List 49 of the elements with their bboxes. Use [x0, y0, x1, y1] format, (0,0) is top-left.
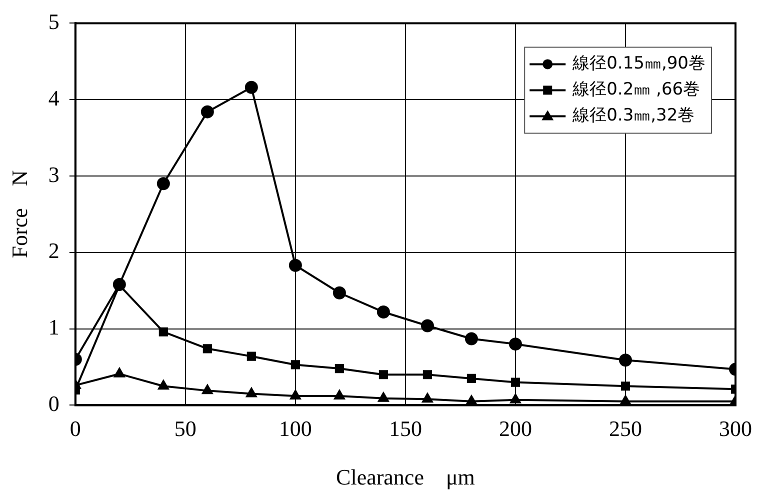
point [158, 380, 169, 390]
point [200, 105, 214, 118]
y-tick-label: 5 [48, 8, 60, 34]
legend-label: 線径0.15㎜,90巻 [572, 54, 706, 74]
point [510, 378, 520, 387]
point [466, 395, 477, 405]
point [156, 177, 170, 190]
point [290, 390, 301, 400]
y-tick-label: 4 [48, 85, 60, 110]
x-tick-label: 100 [278, 416, 312, 442]
point [334, 390, 345, 400]
x-tick-label: 200 [498, 416, 532, 442]
point [334, 364, 344, 374]
point [246, 352, 256, 361]
point [422, 370, 432, 380]
point [510, 394, 521, 404]
x-tick-label: 50 [174, 416, 196, 442]
point [288, 258, 302, 272]
point [508, 338, 522, 351]
legend-label: 線径0.3㎜,32巻 [572, 106, 695, 126]
point [618, 354, 632, 367]
point [466, 374, 476, 383]
point [246, 388, 257, 398]
point [332, 286, 346, 300]
point [202, 344, 212, 354]
y-tick-label: 1 [48, 314, 60, 340]
point [290, 360, 300, 370]
point [114, 368, 125, 378]
y-tick-label: 3 [48, 162, 60, 187]
point [422, 393, 433, 403]
point [202, 384, 213, 394]
y-tick-label: 0 [48, 390, 60, 416]
x-tick-label: 0 [70, 416, 81, 442]
point [244, 80, 258, 94]
point [620, 395, 631, 405]
legend-label: 線径0.2㎜ ,66巻 [572, 80, 700, 100]
x-tick-label: 250 [608, 416, 642, 442]
x-tick-label: 150 [388, 416, 422, 442]
x-tick-label: 300 [719, 416, 752, 442]
x-axis-title: Clearance μm [336, 464, 475, 490]
point [464, 332, 478, 346]
point [378, 370, 388, 380]
point [376, 305, 390, 318]
point [420, 319, 434, 332]
point [378, 392, 389, 402]
y-axis-title: Force N [6, 170, 32, 258]
point [158, 327, 168, 336]
point [620, 382, 630, 391]
y-tick-label: 2 [48, 238, 60, 264]
